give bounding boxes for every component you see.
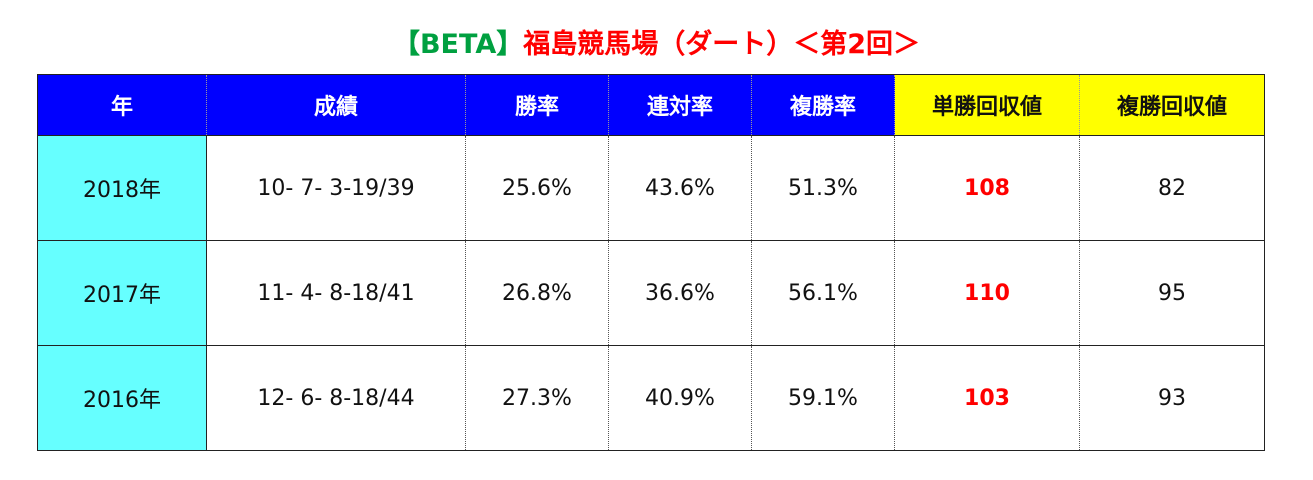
column-header: 勝率 <box>465 74 609 136</box>
table-cell: 26.8% <box>465 240 609 346</box>
table-cell: 2018年 <box>37 135 207 241</box>
column-header: 年 <box>37 74 207 136</box>
results-table: 年成績 勝率 連対率 複勝率 単勝回収値 複勝回収値 2018年 10- 7- 3-19/3… <box>37 74 1265 451</box>
column-header: 単勝回収値 <box>894 74 1080 136</box>
table-cell: 12- 6- 8-18/44 <box>206 345 466 451</box>
table-cell: 110 <box>894 240 1080 346</box>
table-cell: 27.3% <box>465 345 609 451</box>
table-cell: 11- 4- 8-18/41 <box>206 240 466 346</box>
column-header: 複勝率 <box>751 74 895 136</box>
table-cell: 82 <box>1079 135 1265 241</box>
table-cell: 51.3% <box>751 135 895 241</box>
table-cell: 93 <box>1079 345 1265 451</box>
table-cell: 36.6% <box>608 240 752 346</box>
table-row: 2016年 12- 6- 8-18/44 27.3% 40.9% 59.1% 103 93 <box>37 345 1265 451</box>
column-header: 成績 <box>206 74 466 136</box>
table-cell: 2016年 <box>37 345 207 451</box>
table-cell: 56.1% <box>751 240 895 346</box>
table-cell: 2017年 <box>37 240 207 346</box>
table-cell: 25.6% <box>465 135 609 241</box>
title-tag: 【BETA】 <box>392 29 524 60</box>
table-row: 2017年 11- 4- 8-18/41 26.8% 36.6% 56.1% 110 95 <box>37 240 1265 346</box>
table-cell: 10- 7- 3-19/39 <box>206 135 466 241</box>
table-cell: 103 <box>894 345 1080 451</box>
table-cell: 95 <box>1079 240 1265 346</box>
table-cell: 59.1% <box>751 345 895 451</box>
title-text: 福島競馬場（ダート）＜第2回＞ <box>523 29 921 60</box>
header-row: 年成績 勝率 連対率 複勝率 単勝回収値 複勝回収値 <box>37 74 1265 136</box>
column-header: 連対率 <box>608 74 752 136</box>
table-row: 2018年 10- 7- 3-19/39 25.6% 43.6% 51.3% 108 82 <box>37 135 1265 241</box>
title: 【BETA】福島競馬場（ダート）＜第2回＞ <box>0 22 1313 61</box>
table-cell: 108 <box>894 135 1080 241</box>
table-body: 2018年 10- 7- 3-19/39 25.6% 43.6% 51.3% 108 82 2… <box>37 135 1265 451</box>
table-cell: 43.6% <box>608 135 752 241</box>
column-header: 複勝回収値 <box>1079 74 1265 136</box>
table-cell: 40.9% <box>608 345 752 451</box>
